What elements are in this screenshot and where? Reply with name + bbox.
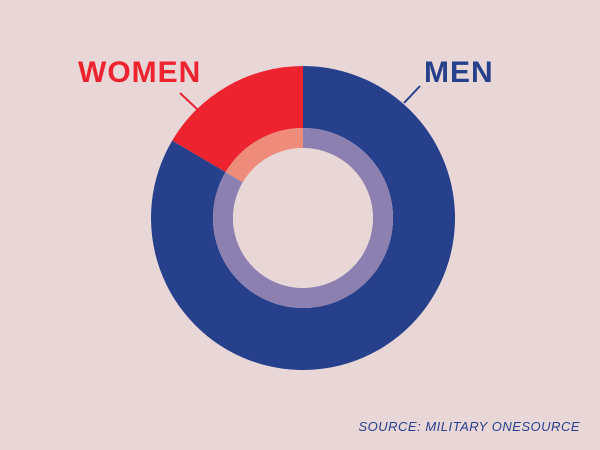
source-note: SOURCE: MILITARY ONESOURCE [358, 419, 580, 434]
men-leader-line [403, 85, 421, 104]
slice-men [150, 66, 455, 370]
inner-ring [212, 128, 394, 308]
men-label: MEN [424, 56, 494, 89]
donut-hole [233, 148, 373, 288]
slice-women [172, 66, 303, 173]
women-leader-line [179, 92, 199, 111]
outer-ring [150, 66, 455, 370]
inner-slice-women [225, 128, 303, 183]
women-label: WOMEN [78, 56, 201, 89]
